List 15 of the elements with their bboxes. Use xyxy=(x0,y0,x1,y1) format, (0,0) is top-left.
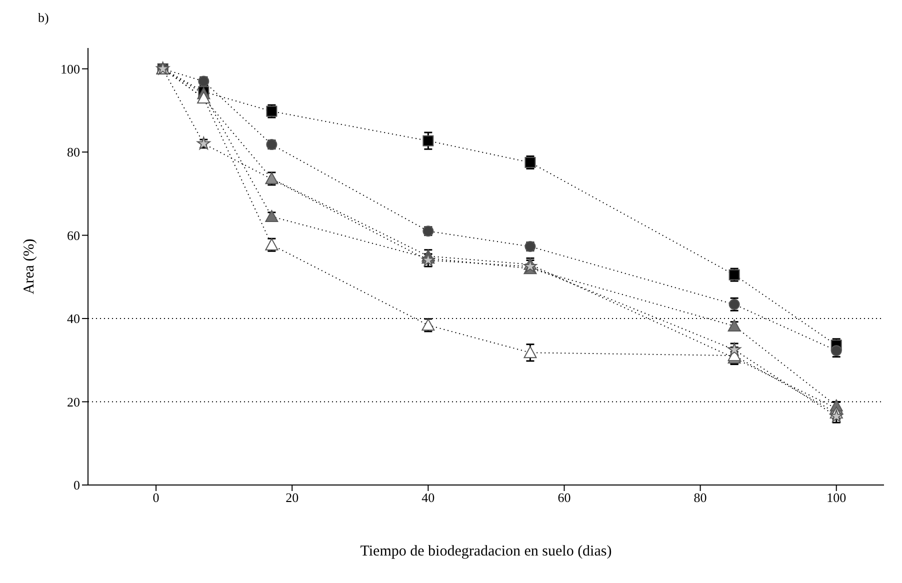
y-tick-label: 80 xyxy=(67,144,80,160)
y-tick-label: 40 xyxy=(67,311,80,326)
x-axis-title: Tiempo de biodegradacion en suelo (dias) xyxy=(360,544,612,560)
x-tick-label: 100 xyxy=(826,490,846,506)
y-tick-label: 20 xyxy=(67,394,80,410)
x-tick-label: 20 xyxy=(286,490,299,506)
x-tick-label: 40 xyxy=(422,490,435,506)
y-axis-title: Area (%) xyxy=(21,238,38,294)
x-tick-label: 80 xyxy=(694,490,707,506)
text: b) xyxy=(38,10,49,26)
y-tick-label: 100 xyxy=(60,61,80,76)
x-tick-label: 0 xyxy=(152,490,160,506)
x-tick-label: 60 xyxy=(558,490,571,506)
y-tick-label: 0 xyxy=(74,478,80,493)
y-tick-label: 60 xyxy=(67,228,80,243)
